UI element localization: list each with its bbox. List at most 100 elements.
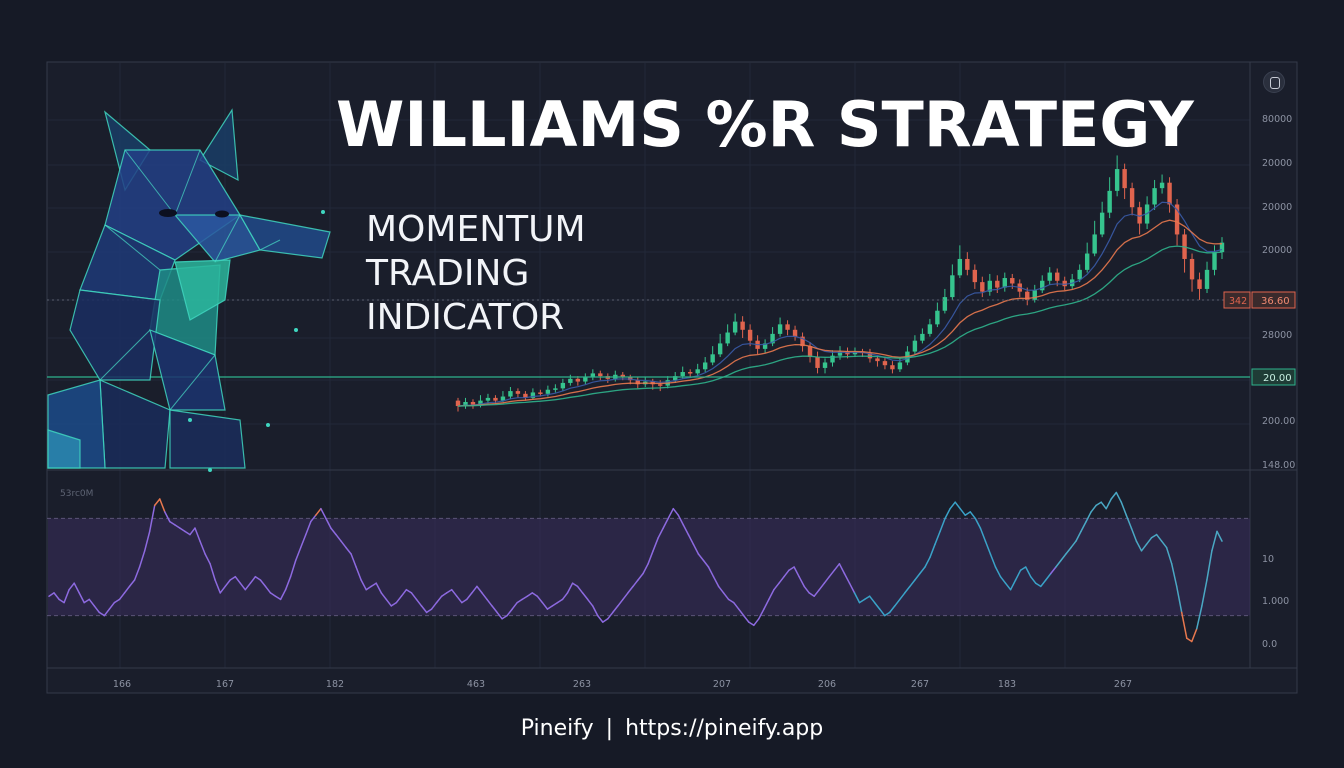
fox-facet (238, 214, 331, 259)
candle-up (680, 372, 685, 377)
oscillator-band (48, 518, 1250, 616)
x-axis-tick: 267 (911, 679, 929, 690)
oscillator-segment (214, 579, 221, 594)
candle-down (792, 329, 798, 337)
oscillator-segment (596, 614, 604, 623)
oscillator-segment (189, 527, 196, 536)
oscillator-segment (944, 507, 951, 520)
oscillator-segment (234, 575, 242, 584)
fox-facet (199, 108, 239, 182)
oscillator-segment (848, 582, 856, 594)
oscillator-segment (219, 585, 226, 594)
level-marker-teal-label: 20.00 (1263, 373, 1292, 384)
sparkle (208, 468, 212, 472)
candle-down (1025, 291, 1030, 300)
candle-up (560, 382, 566, 389)
footer: Pineify | https://pineify.app (0, 716, 1344, 741)
candle-down (882, 361, 888, 366)
candle-up (1152, 188, 1157, 205)
oscillator-segment (979, 527, 987, 542)
subtitle-line-1: MOMENTUM (366, 209, 586, 250)
oscillator-segment (88, 598, 96, 607)
price-axis-tick: 20000 (1262, 202, 1292, 213)
oscillator-segment (919, 566, 926, 575)
candle-up (695, 369, 700, 374)
fox-facet (169, 409, 246, 469)
oscillator-segment (883, 611, 891, 617)
oscillator-segment (370, 582, 377, 588)
oscillator-segment (1150, 533, 1158, 539)
oscillator-segment (737, 608, 745, 617)
oscillator-segment (118, 592, 126, 601)
oscillator-segment (390, 601, 398, 607)
footer-url[interactable]: https://pineify.app (625, 716, 824, 741)
oscillator-segment (1085, 511, 1092, 523)
oscillator-segment (541, 601, 549, 610)
oscillator-segment (1191, 627, 1198, 643)
oscillator-segment (420, 605, 428, 614)
oscillator-segment (1170, 563, 1178, 588)
oscillator-segment (924, 556, 931, 568)
oscillator-segment (586, 598, 594, 607)
oscillator-segment (753, 618, 760, 627)
oscillator-segment (768, 588, 775, 601)
candle-up (935, 310, 940, 325)
candle-down (807, 346, 813, 358)
candle-down (635, 380, 640, 385)
x-axis-tick: 207 (713, 679, 731, 690)
candle-down (1197, 279, 1202, 289)
oscillator-segment (461, 598, 468, 604)
oscillator-segment (1100, 501, 1107, 510)
oscillator-segment (289, 559, 297, 578)
oscillator-segment (914, 572, 921, 581)
oscillator-segment (843, 572, 851, 584)
oscillator-segment (521, 595, 529, 601)
oscillator-segment (254, 575, 262, 581)
fox-facet (149, 329, 226, 411)
oscillator-segment (410, 592, 418, 601)
oscillator-segment (501, 614, 508, 620)
oscillator-segment (667, 507, 675, 520)
camera-icon[interactable] (1263, 71, 1285, 93)
oscillator-segment (486, 598, 493, 607)
oscillator-segment (1075, 530, 1082, 542)
oscillator-segment (1186, 637, 1193, 643)
oscillator-label: 53rc0M (60, 489, 93, 499)
oscillator-segment (1029, 575, 1037, 584)
oscillator-segment (456, 595, 463, 604)
oscillator-segment (773, 582, 780, 591)
oscillator-segment (763, 598, 770, 610)
oscillator-segment (58, 598, 65, 604)
oscillator-segment (602, 618, 609, 623)
x-axis-tick: 267 (1114, 679, 1132, 690)
oscillator-segment (677, 514, 685, 526)
oscillator-segment (415, 598, 423, 607)
candle-up (822, 362, 828, 368)
oscillator-segment (330, 527, 337, 536)
oscillator-segment (556, 598, 564, 604)
oscillator-segment (108, 601, 116, 610)
candle-up (1002, 278, 1007, 288)
oscillator-segment (380, 592, 388, 601)
oscillator-segment (909, 579, 916, 588)
ema-slow-line (457, 245, 1223, 407)
candle-down (538, 392, 543, 394)
oscillator-segment (878, 608, 886, 617)
oscillator-segment (103, 608, 111, 617)
oscillator-segment (818, 582, 826, 591)
candle-up (508, 391, 513, 397)
candle-down (785, 324, 790, 330)
candle-up (920, 333, 925, 341)
oscillator-segment (863, 595, 871, 601)
candle-up (673, 376, 678, 381)
oscillator-segment (894, 598, 901, 607)
oscillator-segment (657, 527, 664, 539)
footer-brand[interactable]: Pineify (520, 716, 594, 741)
candle-down (1010, 278, 1015, 284)
sparkle (266, 423, 270, 427)
oscillator-segment (194, 527, 201, 542)
candle-up (1047, 272, 1052, 281)
oscillator-segment (128, 579, 136, 588)
oscillator-segment (294, 546, 302, 562)
oscillator-segment (1080, 520, 1087, 533)
